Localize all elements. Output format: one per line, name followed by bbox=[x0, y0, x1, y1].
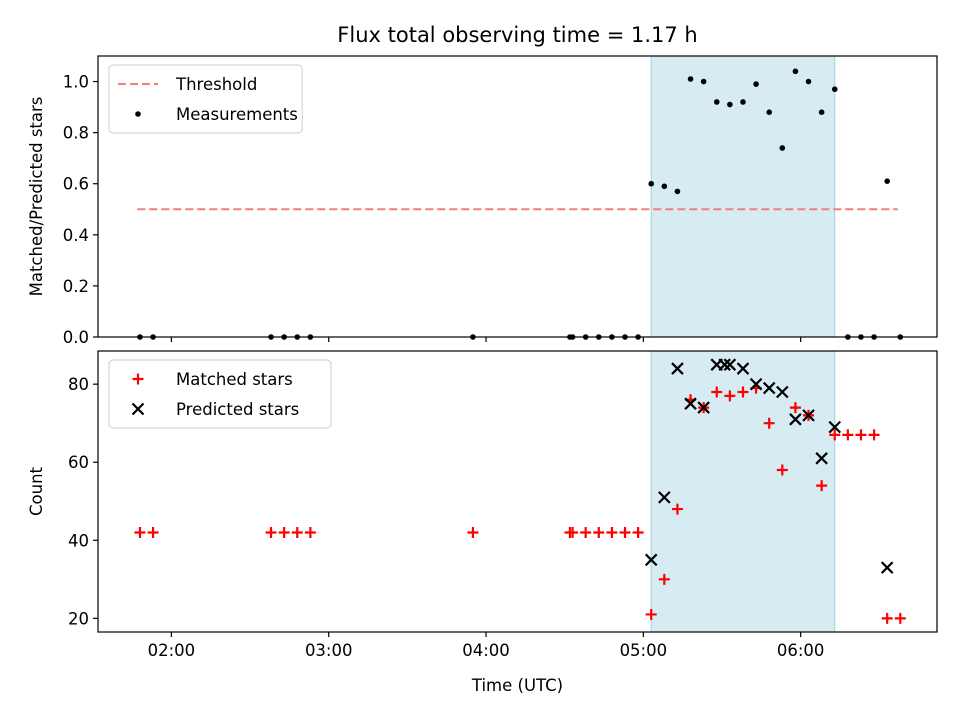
legend-measurement-swatch bbox=[135, 111, 141, 117]
matched-star-point bbox=[567, 526, 579, 538]
legend: Matched stars Predicted stars bbox=[108, 359, 332, 429]
matched-star-point bbox=[776, 464, 788, 476]
x-tick-label: 03:00 bbox=[305, 641, 353, 660]
matched-star-point bbox=[632, 526, 644, 538]
predicted-star-point bbox=[880, 561, 894, 574]
matched-star-point bbox=[467, 526, 479, 538]
x-tick-label: 04:00 bbox=[462, 641, 510, 660]
measurement-point bbox=[687, 76, 694, 82]
matched-star-point bbox=[711, 386, 723, 398]
matched-star-point bbox=[593, 526, 605, 538]
matched-star-point bbox=[147, 526, 159, 538]
x-axis-label: Time (UTC) bbox=[471, 676, 563, 695]
matched-star-point bbox=[671, 503, 683, 515]
predicted-star-point bbox=[723, 358, 737, 371]
predicted-star-point bbox=[658, 491, 671, 504]
x-tick-label: 05:00 bbox=[620, 641, 668, 660]
predicted-star-point bbox=[762, 381, 776, 395]
measurement-point bbox=[831, 86, 838, 93]
y-tick-label: 40 bbox=[68, 531, 89, 550]
matched-star-point bbox=[829, 429, 841, 441]
predicted-star-point bbox=[802, 409, 815, 422]
measurement-point bbox=[779, 145, 786, 151]
y-tick-label: 0.8 bbox=[63, 124, 89, 143]
y-tick-label: 60 bbox=[68, 453, 89, 472]
legend: Threshold Measurements bbox=[108, 64, 303, 134]
y-axis-label: Count bbox=[27, 466, 46, 516]
axes-frame bbox=[97, 55, 938, 338]
matched-star-point bbox=[789, 402, 801, 414]
matched-star-point bbox=[134, 526, 146, 538]
matched-star-point bbox=[658, 573, 670, 585]
matched-star-point bbox=[842, 429, 854, 441]
matched-star-point bbox=[724, 390, 736, 402]
chart-title: Flux total observing time = 1.17 h bbox=[337, 23, 697, 47]
predicted-star-point bbox=[749, 377, 763, 391]
legend-box bbox=[108, 359, 332, 429]
predicted-star-point bbox=[644, 553, 658, 567]
predicted-star-point bbox=[736, 362, 750, 375]
x-tick-label: 06:00 bbox=[777, 641, 825, 660]
measurement-point bbox=[713, 99, 720, 105]
matched-star-point bbox=[881, 612, 893, 624]
matched-star-point bbox=[737, 386, 749, 398]
bottom-panel: 20 40 60 80 02:00 03:00 04:00 05:00 06:00 Count Ti… bbox=[27, 350, 938, 695]
y-tick-label: 0.6 bbox=[63, 175, 89, 194]
measurement-point bbox=[674, 188, 681, 195]
matched-star-point bbox=[606, 526, 618, 538]
matched-star-point bbox=[763, 417, 775, 429]
legend-label: Measurements bbox=[176, 105, 298, 124]
measurement-point bbox=[805, 78, 812, 85]
measurement-point bbox=[818, 109, 825, 115]
y-tick-label: 0.2 bbox=[63, 277, 89, 296]
legend-label: Predicted stars bbox=[176, 400, 299, 419]
measurement-point bbox=[700, 78, 707, 85]
matched-star-point bbox=[868, 429, 880, 441]
top-panel: 0.0 0.2 0.4 0.6 0.8 1.0 Flux total observing t… bbox=[27, 23, 938, 347]
legend-label: Threshold bbox=[175, 75, 257, 94]
predicted-star-point bbox=[815, 452, 828, 465]
measurement-point bbox=[740, 99, 746, 105]
legend-matched-swatch bbox=[132, 373, 144, 385]
y-tick-label: 1.0 bbox=[63, 73, 89, 92]
legend-label: Matched stars bbox=[176, 370, 293, 389]
y-tick-label: 20 bbox=[68, 609, 89, 628]
measurement-point bbox=[792, 68, 799, 75]
predicted-star-point bbox=[789, 413, 802, 426]
predicted-star-point bbox=[684, 397, 697, 410]
y-axis-label: Matched/Predicted stars bbox=[27, 97, 46, 297]
axes-frame bbox=[97, 350, 938, 633]
y-tick-label: 80 bbox=[68, 375, 89, 394]
predicted-star-point bbox=[828, 420, 842, 434]
matched-star-point bbox=[855, 429, 867, 441]
x-tick-label: 02:00 bbox=[148, 641, 196, 660]
y-tick-label: 0.4 bbox=[63, 226, 89, 245]
predicted-star-point bbox=[718, 358, 731, 371]
matched-star-point bbox=[894, 612, 906, 624]
measurement-point bbox=[661, 183, 668, 190]
highlight-span bbox=[650, 55, 836, 338]
measurement-point bbox=[753, 81, 759, 87]
predicted-star-point bbox=[671, 362, 684, 375]
predicted-star-point bbox=[697, 401, 710, 414]
matched-star-point bbox=[265, 526, 277, 538]
measurement-point bbox=[766, 109, 772, 115]
measurement-point bbox=[884, 178, 890, 184]
matched-star-point bbox=[580, 526, 592, 538]
legend-predicted-swatch bbox=[131, 402, 145, 416]
matched-star-point bbox=[619, 526, 631, 538]
measurement-point bbox=[648, 180, 655, 187]
matched-star-point bbox=[645, 608, 657, 620]
matched-star-point bbox=[291, 526, 303, 538]
measurement-point bbox=[727, 101, 733, 108]
matched-star-point bbox=[278, 526, 290, 538]
matched-star-point bbox=[816, 480, 828, 492]
legend-box bbox=[108, 64, 303, 134]
y-tick-label: 0.0 bbox=[63, 328, 89, 347]
matched-star-point bbox=[304, 526, 316, 538]
predicted-star-point bbox=[776, 385, 789, 399]
